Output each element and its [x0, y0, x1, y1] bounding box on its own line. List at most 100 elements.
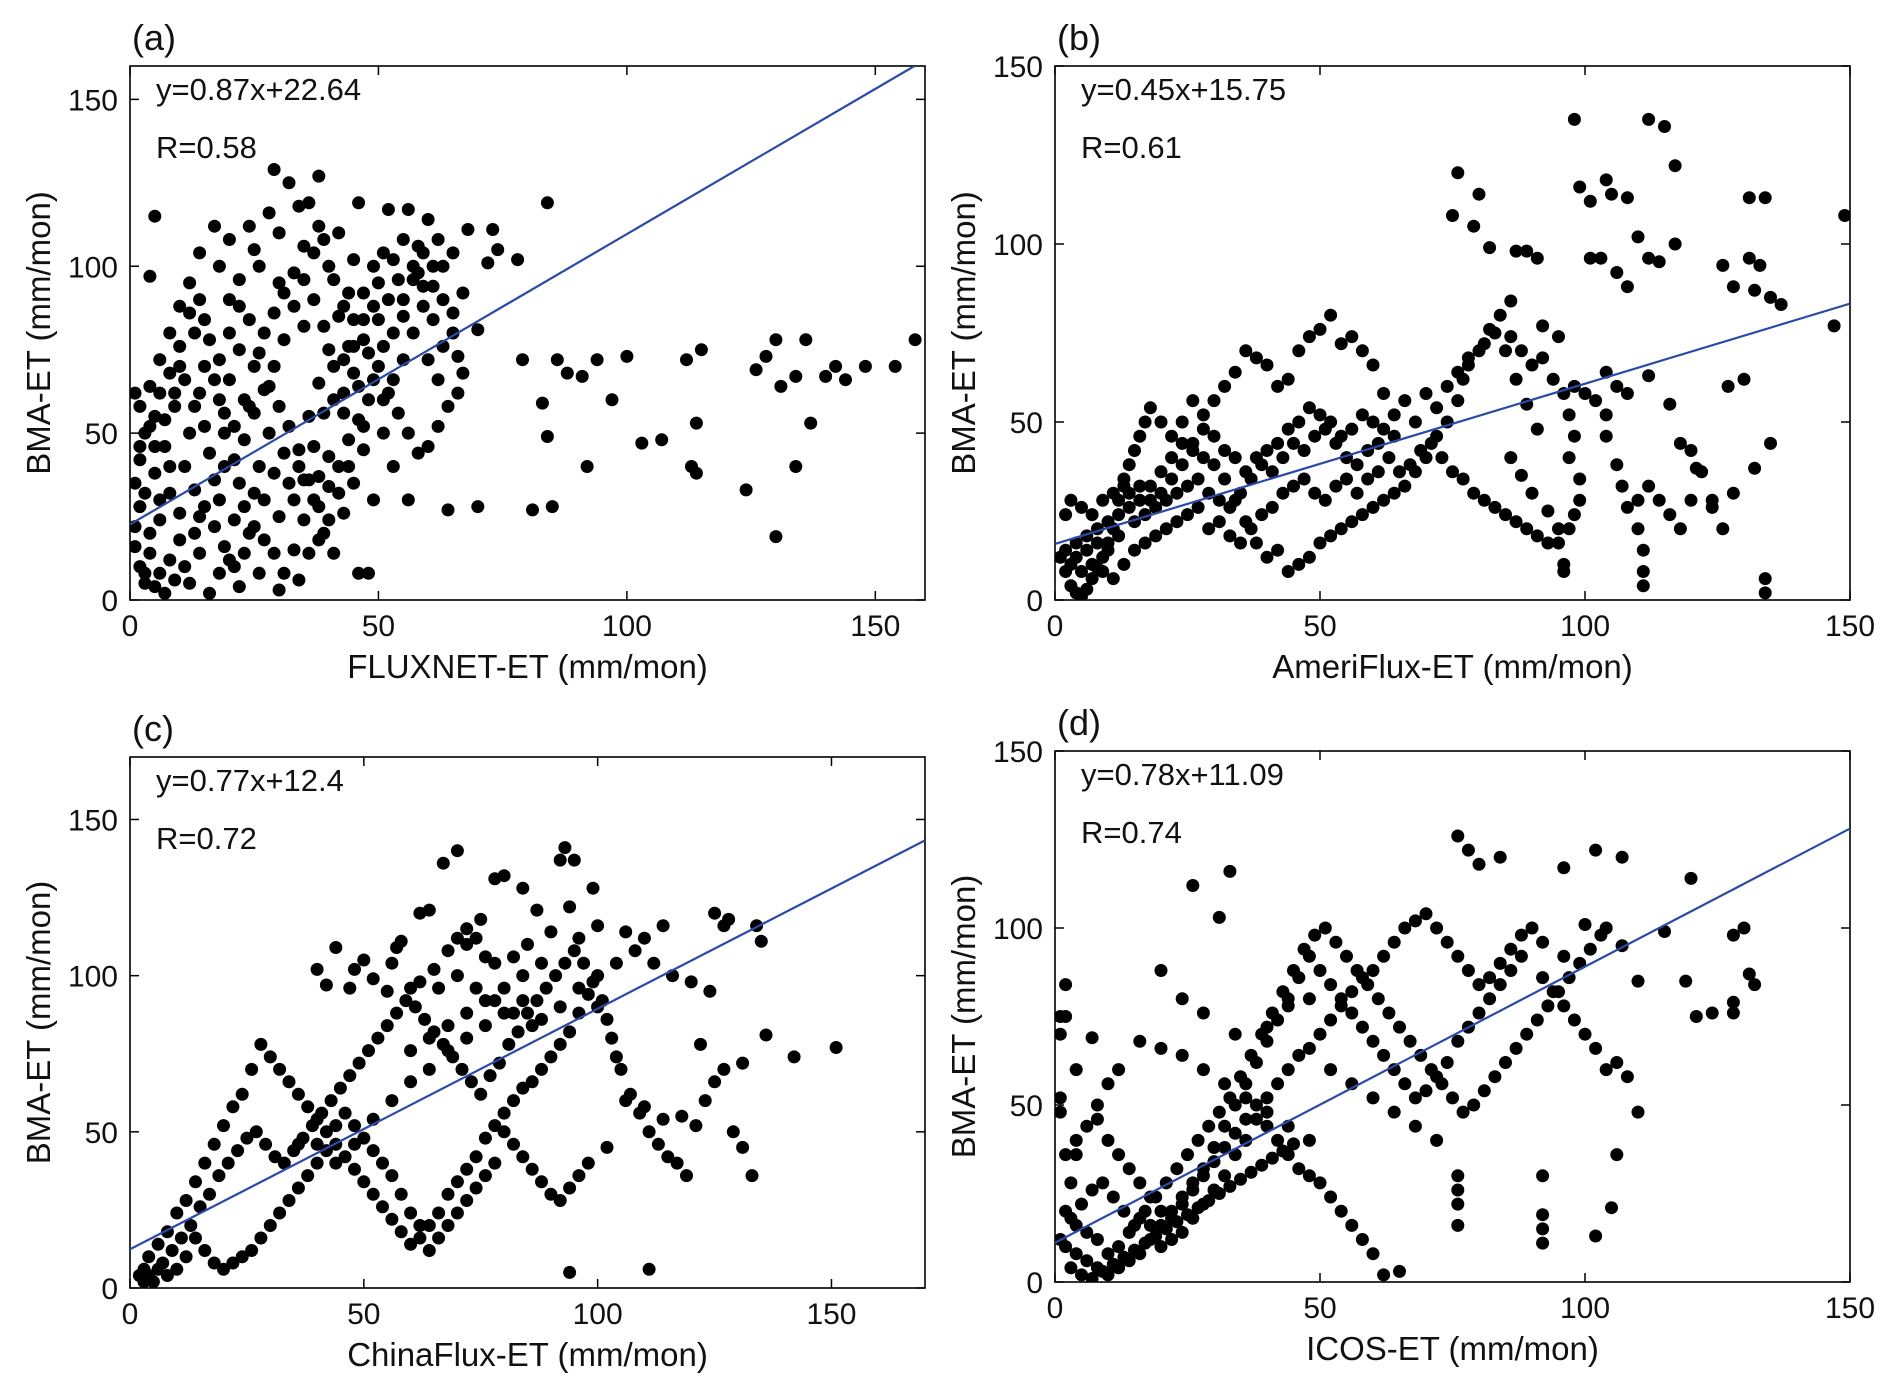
x-tick-label: 100 [573, 1298, 623, 1331]
data-point [1721, 379, 1735, 393]
data-point [1218, 1141, 1232, 1154]
data-point [563, 1025, 577, 1039]
data-point [535, 1012, 548, 1026]
data-point [322, 480, 336, 493]
data-point [605, 1031, 619, 1045]
data-point [469, 981, 483, 995]
data-point [525, 1019, 539, 1033]
data-point [404, 1237, 418, 1251]
data-point [1334, 999, 1348, 1013]
data-point [1101, 543, 1115, 557]
data-point [1196, 408, 1210, 422]
data-point [1186, 394, 1200, 408]
data-point [404, 981, 418, 995]
data-point [1080, 1254, 1094, 1268]
data-point [1308, 928, 1322, 942]
data-point [1069, 1063, 1083, 1077]
data-point [1774, 298, 1788, 311]
data-point [431, 419, 445, 433]
data-point [1318, 921, 1332, 935]
data-point [401, 203, 415, 216]
data-point [292, 460, 306, 473]
data-point [217, 540, 231, 554]
data-point [189, 1231, 202, 1245]
data-point [312, 169, 326, 183]
data-point [471, 500, 485, 514]
data-point [478, 1019, 492, 1033]
data-point [347, 339, 361, 353]
data-point [297, 513, 311, 527]
data-point [1658, 925, 1671, 938]
data-point [357, 333, 370, 347]
data-point [469, 1181, 483, 1195]
data-point [254, 1231, 268, 1245]
data-point [1387, 1063, 1401, 1077]
data-point [208, 520, 221, 534]
y-tick-label: 0 [1026, 1267, 1043, 1300]
data-point [497, 1125, 511, 1139]
data-point [357, 1175, 371, 1189]
data-point [739, 483, 753, 497]
data-point [1573, 180, 1587, 194]
data-point [267, 306, 281, 320]
axes-frame [129, 756, 926, 1289]
data-point [426, 313, 440, 327]
data-point [1181, 508, 1194, 522]
data-point [1536, 319, 1550, 333]
data-point [232, 343, 246, 357]
data-point [521, 1006, 534, 1020]
data-point [441, 399, 455, 413]
data-point [1244, 1048, 1258, 1062]
data-point [1726, 928, 1740, 942]
data-point [1758, 191, 1772, 205]
data-point [1430, 1133, 1444, 1147]
data-point [1398, 921, 1412, 935]
data-point [525, 1162, 539, 1176]
data-point [1620, 191, 1634, 205]
data-point [371, 276, 385, 290]
data-point [1504, 964, 1518, 977]
data-point [1075, 1268, 1088, 1282]
data-point [1207, 1141, 1221, 1154]
data-point [268, 1150, 282, 1164]
data-point [1334, 522, 1348, 536]
data-point [222, 373, 236, 387]
data-point [292, 443, 306, 457]
data-point [357, 1131, 371, 1145]
data-point [380, 1019, 394, 1033]
data-point [1377, 387, 1391, 400]
data-point [708, 1075, 722, 1089]
data-point [456, 286, 470, 300]
y-tick-label: 100 [68, 961, 118, 994]
data-point [1175, 1225, 1189, 1239]
data-point [1207, 458, 1221, 472]
data-point [322, 259, 336, 273]
data-point [544, 1050, 558, 1064]
data-point [163, 486, 177, 500]
data-point [366, 1144, 380, 1158]
data-point [1249, 451, 1263, 465]
data-point [1281, 565, 1295, 578]
data-point [254, 1037, 268, 1051]
data-point [163, 326, 177, 340]
data-point [1069, 1148, 1083, 1162]
data-point [1567, 429, 1581, 443]
data-point [535, 396, 549, 410]
data-point [516, 1150, 530, 1164]
regression-equation: y=0.78x+11.09 [1081, 757, 1284, 792]
data-point [1212, 1187, 1226, 1200]
correlation-label: R=0.72 [156, 821, 257, 856]
data-point [1536, 971, 1550, 985]
data-point [516, 1081, 530, 1095]
data-point [272, 583, 286, 597]
data-point [376, 246, 390, 260]
data-point [413, 1231, 427, 1245]
data-point [404, 1044, 418, 1058]
data-point [1159, 522, 1173, 536]
data-point [291, 1137, 305, 1151]
data-point [1620, 387, 1634, 400]
data-point [247, 520, 261, 534]
axes-frame [1054, 65, 1851, 601]
data-point [1451, 365, 1465, 379]
data-point [173, 533, 187, 547]
